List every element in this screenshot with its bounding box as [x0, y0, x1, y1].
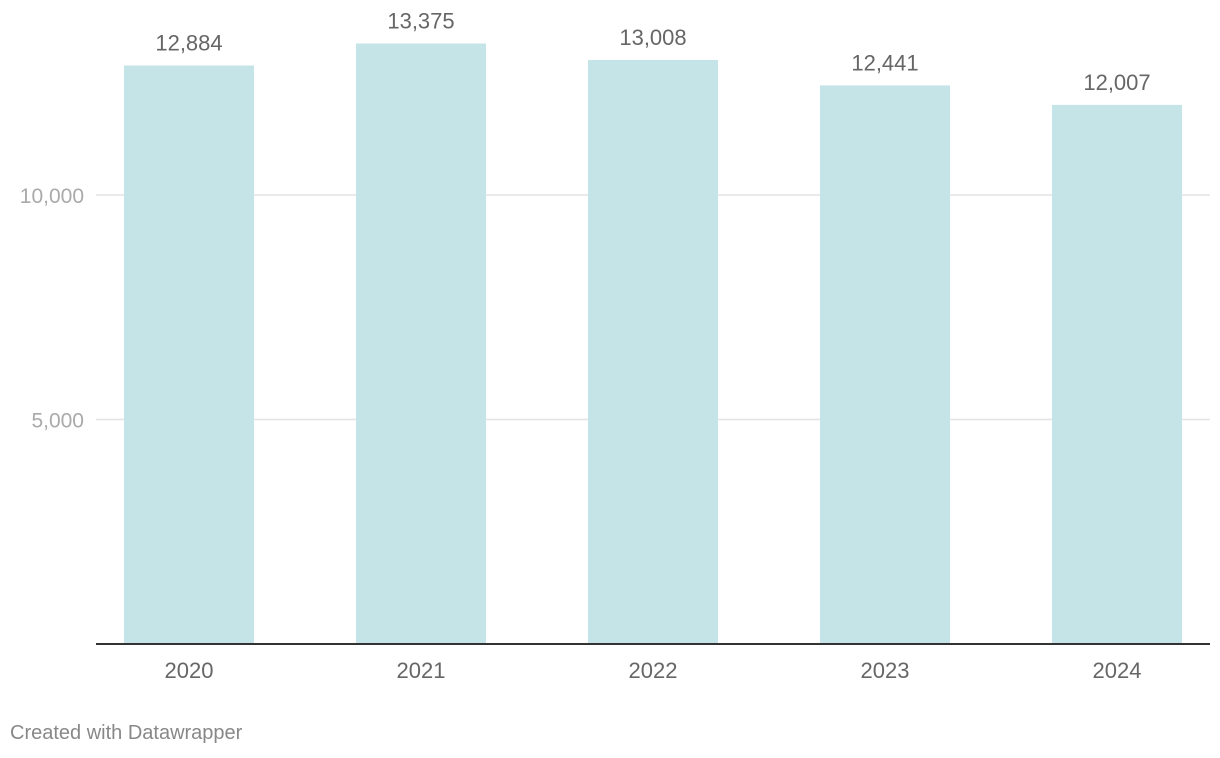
bar-value-label: 13,008: [619, 25, 686, 50]
y-axis-ticks: 5,000 10,000: [20, 185, 84, 433]
y-tick-label: 5,000: [31, 410, 84, 433]
bar: [356, 43, 486, 644]
x-category-label: 2020: [165, 658, 214, 683]
x-category-label: 2022: [629, 658, 678, 683]
bar-value-label: 12,884: [155, 31, 222, 56]
x-axis-categories: 2020 2021 2022 2023 2024: [165, 658, 1142, 683]
bar: [124, 65, 254, 644]
x-category-label: 2021: [397, 658, 446, 683]
bar-value-label: 12,441: [851, 50, 918, 75]
x-category-label: 2023: [861, 658, 910, 683]
value-labels: 12,884 13,375 13,008 12,441 12,007: [155, 8, 1150, 94]
bar: [1052, 104, 1182, 645]
bar: [820, 85, 950, 644]
bar-chart: 5,000 10,000 12,884 13,375 13,008 12,441 12,0…: [20, 8, 1210, 683]
bar: [588, 59, 718, 645]
datawrapper-credit: Created with Datawrapper: [10, 722, 243, 744]
bar-value-label: 13,375: [387, 8, 454, 33]
bar-value-label: 12,007: [1083, 70, 1150, 95]
x-category-label: 2024: [1093, 658, 1142, 683]
bars: [124, 43, 1182, 645]
y-tick-label: 10,000: [20, 185, 84, 208]
